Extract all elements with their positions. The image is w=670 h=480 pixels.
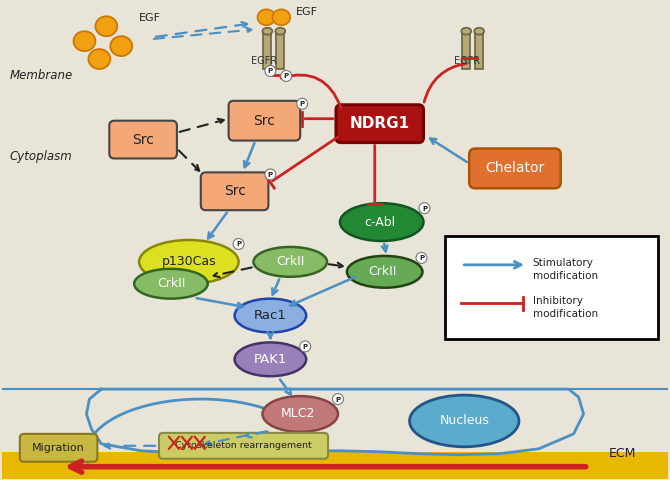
Text: P: P (419, 255, 424, 262)
Text: EGF: EGF (139, 13, 161, 23)
Ellipse shape (263, 28, 273, 35)
Ellipse shape (253, 247, 327, 277)
Circle shape (419, 203, 430, 214)
FancyBboxPatch shape (109, 120, 177, 158)
Circle shape (416, 252, 427, 264)
Circle shape (297, 98, 308, 109)
FancyArrowPatch shape (424, 63, 466, 102)
Text: MLC2: MLC2 (281, 408, 316, 420)
Text: P: P (268, 172, 273, 178)
Ellipse shape (275, 28, 285, 35)
Text: Cytoskeleton rearrangement: Cytoskeleton rearrangement (175, 441, 312, 450)
Ellipse shape (461, 28, 471, 35)
FancyBboxPatch shape (201, 172, 269, 210)
Ellipse shape (74, 31, 95, 51)
Text: Src: Src (132, 132, 154, 146)
Text: Inhibitory
modification: Inhibitory modification (533, 296, 598, 319)
Ellipse shape (234, 299, 306, 333)
Text: EGFR: EGFR (251, 56, 277, 66)
Ellipse shape (409, 395, 519, 447)
Text: EGF: EGF (296, 7, 318, 17)
Bar (276, 31, 284, 69)
Text: P: P (236, 241, 241, 248)
FancyBboxPatch shape (159, 433, 328, 459)
Text: P: P (283, 73, 289, 80)
Text: P: P (422, 206, 427, 212)
Text: Membrane: Membrane (10, 69, 73, 82)
Text: EGFR: EGFR (454, 56, 480, 66)
Bar (263, 31, 271, 69)
Circle shape (299, 341, 311, 352)
Text: Stimulatory
modification: Stimulatory modification (533, 258, 598, 281)
Text: Migration: Migration (32, 443, 85, 453)
Bar (2, 452, 668, 479)
Circle shape (265, 65, 276, 76)
Circle shape (281, 71, 291, 82)
Ellipse shape (263, 396, 338, 432)
Text: P: P (268, 69, 273, 74)
FancyBboxPatch shape (228, 101, 300, 141)
Ellipse shape (257, 9, 275, 25)
Text: CrkII: CrkII (369, 265, 397, 278)
Text: CrkII: CrkII (157, 277, 185, 290)
Text: Rac1: Rac1 (254, 309, 287, 322)
Text: Src: Src (253, 114, 275, 128)
Ellipse shape (474, 28, 484, 35)
FancyBboxPatch shape (20, 434, 97, 462)
FancyArrowPatch shape (281, 75, 341, 108)
Circle shape (233, 239, 244, 250)
Text: c-Abl: c-Abl (364, 216, 395, 228)
Circle shape (265, 169, 276, 180)
Text: P: P (303, 344, 308, 350)
Text: ECM: ECM (608, 447, 636, 460)
Text: Cytoplasm: Cytoplasm (10, 150, 72, 164)
Ellipse shape (340, 203, 423, 241)
Ellipse shape (273, 9, 290, 25)
FancyBboxPatch shape (336, 105, 423, 143)
Text: Chelator: Chelator (485, 161, 545, 175)
Ellipse shape (88, 49, 111, 69)
Text: Nucleus: Nucleus (440, 414, 489, 428)
Text: PAK1: PAK1 (254, 353, 287, 366)
Ellipse shape (139, 240, 239, 284)
Ellipse shape (95, 16, 117, 36)
Bar (475, 31, 483, 69)
FancyBboxPatch shape (446, 236, 658, 339)
Ellipse shape (347, 256, 423, 288)
Text: P: P (299, 101, 305, 108)
Text: p130Cas: p130Cas (161, 255, 216, 268)
Ellipse shape (234, 342, 306, 376)
Bar (462, 31, 470, 69)
Ellipse shape (111, 36, 132, 56)
Circle shape (332, 394, 344, 405)
Ellipse shape (134, 269, 208, 299)
Text: P: P (336, 396, 340, 403)
Text: Src: Src (224, 184, 245, 198)
Text: NDRG1: NDRG1 (350, 116, 410, 131)
Text: CrkII: CrkII (276, 255, 304, 268)
FancyBboxPatch shape (469, 148, 561, 188)
